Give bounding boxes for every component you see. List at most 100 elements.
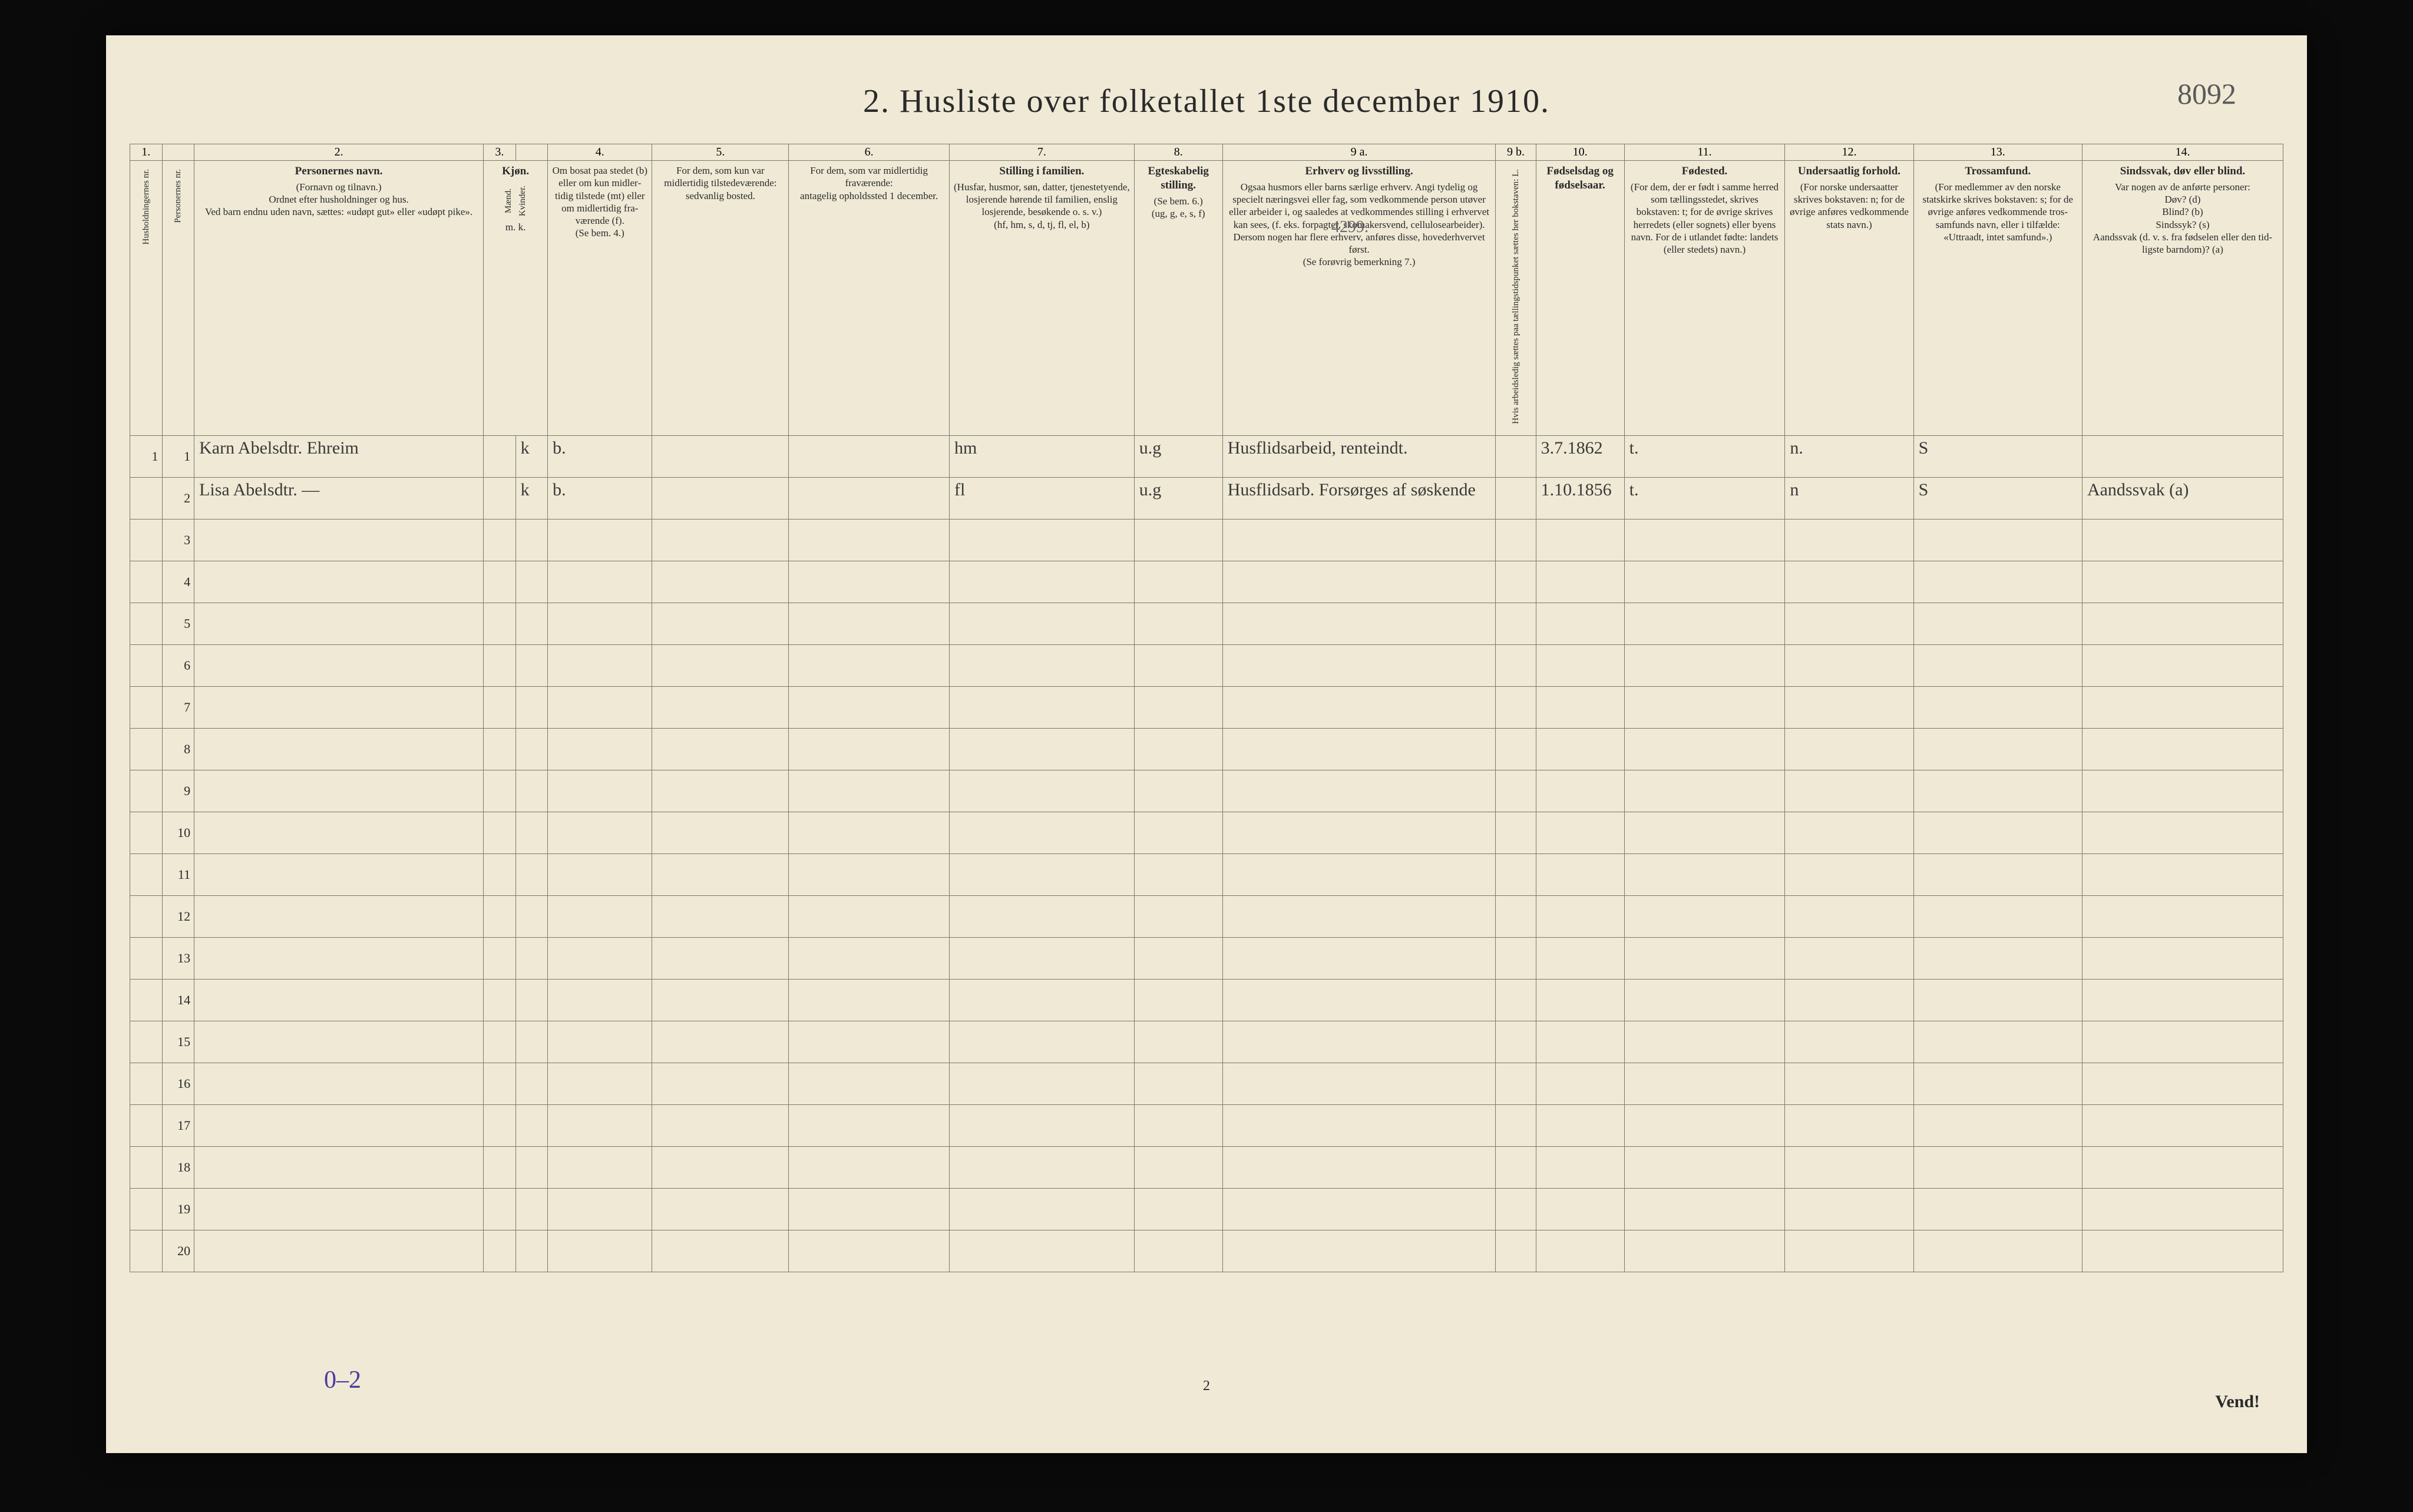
column-number: 12. — [1785, 144, 1913, 161]
cell-empty — [1222, 1105, 1496, 1147]
cell-c14: Aandssvak (a) — [2082, 478, 2283, 520]
header-col6: For dem, som var midlertidig fraværende:… — [789, 161, 950, 436]
cell-empty — [1134, 1230, 1222, 1272]
cell-empty — [652, 687, 789, 729]
cell-empty: 11 — [162, 854, 194, 896]
cell-empty — [130, 1105, 163, 1147]
cell-empty — [1913, 1147, 2082, 1189]
cell-empty — [1785, 854, 1913, 896]
cell-empty — [789, 1021, 950, 1063]
pencil-annotation-9a: 4299. — [1331, 218, 1369, 237]
cell-empty — [194, 645, 484, 687]
cell-empty — [1222, 687, 1496, 729]
cell-empty: 3 — [162, 520, 194, 561]
cell-empty — [1496, 729, 1536, 770]
cell-empty: 14 — [162, 980, 194, 1021]
cell-empty — [1134, 812, 1222, 854]
cell-empty — [652, 1147, 789, 1189]
cell-empty — [950, 729, 1135, 770]
cell-empty — [515, 729, 548, 770]
cell-empty — [789, 729, 950, 770]
cell-empty — [789, 1230, 950, 1272]
cell-empty — [130, 812, 163, 854]
cell-empty — [548, 729, 652, 770]
cell-empty — [2082, 938, 2283, 980]
cell-empty — [1536, 1021, 1624, 1063]
cell-empty — [1624, 1063, 1785, 1105]
cell-empty — [1913, 729, 2082, 770]
table-row: 11 — [130, 854, 2283, 896]
cell-empty — [1624, 561, 1785, 603]
cell-empty — [1222, 1021, 1496, 1063]
table-row: 10 — [130, 812, 2283, 854]
cell-empty — [1536, 561, 1624, 603]
cell-empty — [194, 770, 484, 812]
cell-empty — [1785, 1189, 1913, 1230]
cell-empty — [194, 1063, 484, 1105]
cell-empty — [652, 938, 789, 980]
column-number: 14. — [2082, 144, 2283, 161]
cell-empty — [950, 812, 1135, 854]
cell-empty — [789, 1147, 950, 1189]
cell-empty — [789, 812, 950, 854]
cell-empty — [2082, 812, 2283, 854]
cell-empty — [1222, 520, 1496, 561]
header-person-nr: Personernes nr. — [162, 161, 194, 436]
cell-c13: S — [1913, 436, 2082, 478]
footer-page-number: 2 — [1203, 1378, 1210, 1394]
cell-empty — [194, 1147, 484, 1189]
cell-empty — [950, 980, 1135, 1021]
table-row: 8 — [130, 729, 2283, 770]
cell-empty — [130, 687, 163, 729]
cell-c6 — [789, 436, 950, 478]
table-row: 18 — [130, 1147, 2283, 1189]
cell-empty — [652, 729, 789, 770]
column-number: 11. — [1624, 144, 1785, 161]
cell-empty — [1536, 603, 1624, 645]
cell-empty — [2082, 896, 2283, 938]
column-number: 10. — [1536, 144, 1624, 161]
cell-empty — [130, 938, 163, 980]
cell-empty — [484, 1230, 516, 1272]
header-col4: Om bosat paa stedet (b) eller om kun mid… — [548, 161, 652, 436]
cell-empty — [1134, 645, 1222, 687]
cell-c6 — [789, 478, 950, 520]
cell-empty: 9 — [162, 770, 194, 812]
cell-empty — [1134, 1189, 1222, 1230]
cell-empty — [130, 1189, 163, 1230]
cell-c8: u.g — [1134, 478, 1222, 520]
cell-empty — [130, 645, 163, 687]
cell-empty — [1222, 603, 1496, 645]
cell-mk_k: k — [515, 478, 548, 520]
cell-c11: t. — [1624, 478, 1785, 520]
cell-empty — [1496, 1105, 1536, 1147]
cell-empty — [1624, 1105, 1785, 1147]
cell-c9a: Husflidsarb. Forsørges af søskende — [1222, 478, 1496, 520]
cell-empty — [515, 1021, 548, 1063]
cell-empty — [484, 980, 516, 1021]
cell-empty — [1496, 645, 1536, 687]
cell-c8: u.g — [1134, 436, 1222, 478]
cell-empty — [194, 1230, 484, 1272]
cell-empty — [194, 1189, 484, 1230]
cell-empty — [1536, 729, 1624, 770]
cell-empty — [515, 812, 548, 854]
cell-empty — [194, 980, 484, 1021]
cell-empty — [2082, 1189, 2283, 1230]
cell-empty — [1785, 812, 1913, 854]
cell-empty — [548, 980, 652, 1021]
cell-empty — [548, 938, 652, 980]
cell-empty — [652, 1063, 789, 1105]
column-number — [162, 144, 194, 161]
table-row: 4 — [130, 561, 2283, 603]
cell-empty — [548, 603, 652, 645]
table-row: 2Lisa Abelsdtr. —kb.flu.gHusflidsarb. Fo… — [130, 478, 2283, 520]
cell-empty — [1913, 603, 2082, 645]
column-number: 8. — [1134, 144, 1222, 161]
cell-empty — [1913, 980, 2082, 1021]
cell-empty — [1134, 603, 1222, 645]
cell-empty — [194, 854, 484, 896]
header-husholdning-nr: Husholdningernes nr. — [130, 161, 163, 436]
cell-empty — [515, 687, 548, 729]
cell-empty — [1496, 854, 1536, 896]
